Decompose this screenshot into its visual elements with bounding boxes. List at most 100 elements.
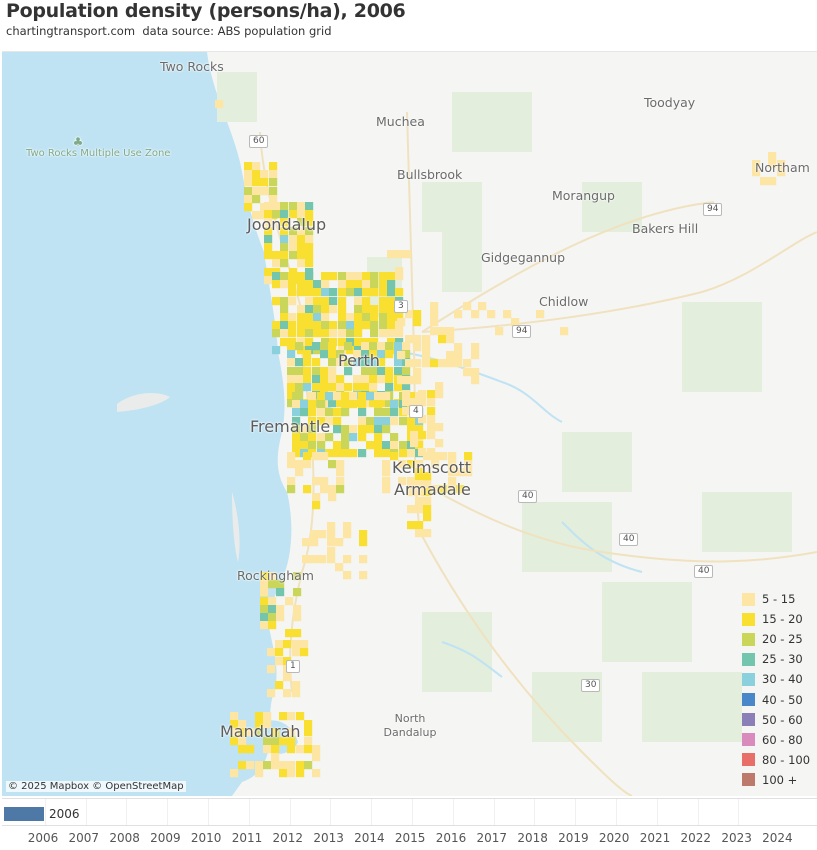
timeline-year-2009[interactable]: 2009 xyxy=(150,831,181,845)
timeline-divider xyxy=(697,799,699,825)
density-cell xyxy=(328,485,337,494)
year-timeline[interactable]: 2006 2006 2007 2008 2009 2010 2011 2012 2013 201… xyxy=(0,798,817,850)
density-cell xyxy=(267,665,276,674)
place-label-rockingham: Rockingham xyxy=(237,568,314,583)
density-cell xyxy=(255,761,264,770)
density-cell xyxy=(264,251,273,260)
density-cell xyxy=(238,737,247,746)
timeline-year-2014[interactable]: 2014 xyxy=(354,831,385,845)
density-cell xyxy=(305,297,314,306)
density-cell xyxy=(395,288,404,297)
density-cell xyxy=(293,613,302,622)
timeline-track[interactable]: 2006 xyxy=(2,798,817,826)
legend-item[interactable]: 100 + xyxy=(742,770,814,790)
timeline-year-2011[interactable]: 2011 xyxy=(231,831,263,845)
density-cell xyxy=(269,195,278,204)
density-cell xyxy=(374,400,383,409)
density-cell xyxy=(379,305,388,314)
density-cell xyxy=(377,342,386,351)
density-cell xyxy=(327,522,336,531)
legend-item[interactable]: 60 - 80 xyxy=(742,730,814,750)
density-cell xyxy=(454,343,463,352)
selected-year-bar[interactable] xyxy=(4,807,44,821)
density-cell xyxy=(297,218,306,227)
timeline-year-2023[interactable]: 2023 xyxy=(721,831,752,845)
legend-item[interactable]: 50 - 60 xyxy=(742,710,814,730)
density-cell xyxy=(279,712,288,721)
density-cell xyxy=(349,425,358,434)
density-cell xyxy=(427,407,436,416)
density-cell xyxy=(395,313,404,322)
legend-label: 100 + xyxy=(762,772,798,787)
density-cell xyxy=(402,398,411,407)
legend-item[interactable]: 25 - 30 xyxy=(742,649,814,669)
density-cell xyxy=(346,321,355,330)
timeline-year-2010[interactable]: 2010 xyxy=(190,831,222,845)
density-cell xyxy=(288,313,297,322)
timeline-year-2022[interactable]: 2022 xyxy=(680,831,712,845)
density-cell xyxy=(260,187,269,196)
density-cell xyxy=(260,605,269,614)
density-cell xyxy=(390,441,399,450)
legend-swatch xyxy=(742,652,755,666)
place-label-armadale: Armadale xyxy=(394,480,471,499)
legend-swatch xyxy=(742,672,755,686)
density-cell xyxy=(328,350,337,359)
density-cell xyxy=(297,210,306,219)
timeline-year-2018[interactable]: 2018 xyxy=(517,831,548,845)
density-cell xyxy=(312,358,321,367)
density-cell xyxy=(354,288,363,297)
density-cell xyxy=(244,162,253,171)
legend-item[interactable]: 80 - 100 xyxy=(742,750,814,770)
density-cell xyxy=(387,288,396,297)
timeline-year-2021[interactable]: 2021 xyxy=(639,831,671,845)
density-cell xyxy=(394,342,403,351)
map-view[interactable]: Two Rocks Muchea Toodyay Bullsbrook Nort… xyxy=(2,51,817,796)
legend-item[interactable]: 15 - 20 xyxy=(742,609,814,629)
timeline-divider xyxy=(656,799,658,825)
legend-item[interactable]: 30 - 40 xyxy=(742,669,814,689)
density-cell xyxy=(280,235,289,244)
density-cell xyxy=(297,243,306,252)
density-cell xyxy=(297,235,306,244)
timeline-year-2016[interactable]: 2016 xyxy=(435,831,467,845)
density-cell xyxy=(366,425,375,434)
density-cell xyxy=(305,259,314,268)
density-cell xyxy=(280,321,289,330)
timeline-year-2017[interactable]: 2017 xyxy=(476,831,508,845)
density-cell xyxy=(313,313,322,322)
density-cell xyxy=(415,497,424,506)
timeline-year-2020[interactable]: 2020 xyxy=(598,831,630,845)
timeline-year-2006[interactable]: 2006 xyxy=(27,831,59,845)
density-cell xyxy=(280,243,289,252)
legend-item[interactable]: 5 - 15 xyxy=(742,589,814,609)
timeline-year-2015[interactable]: 2015 xyxy=(394,831,426,845)
density-cell xyxy=(255,712,264,721)
density-cell xyxy=(268,580,277,589)
timeline-year-2013[interactable]: 2013 xyxy=(313,831,344,845)
timeline-year-2007[interactable]: 2007 xyxy=(68,831,100,845)
density-cell xyxy=(252,211,261,220)
density-cell xyxy=(320,452,329,461)
density-cell xyxy=(280,305,289,314)
timeline-year-2019[interactable]: 2019 xyxy=(558,831,589,845)
density-cell xyxy=(511,318,520,327)
density-cell xyxy=(358,449,367,458)
timeline-year-2012[interactable]: 2012 xyxy=(272,831,304,845)
legend-item[interactable]: 20 - 25 xyxy=(742,629,814,649)
density-cell xyxy=(263,712,272,721)
density-cell xyxy=(287,761,296,770)
density-cell xyxy=(413,359,422,368)
density-cell xyxy=(292,640,301,649)
density-cell xyxy=(271,761,280,770)
timeline-year-2008[interactable]: 2008 xyxy=(109,831,140,845)
legend-item[interactable]: 40 - 50 xyxy=(742,689,814,709)
map-attribution[interactable]: © 2025 Mapbox © OpenStreetMap xyxy=(6,781,186,792)
density-cell xyxy=(423,452,432,461)
timeline-year-2024[interactable]: 2024 xyxy=(762,831,793,845)
density-cell xyxy=(407,417,416,426)
density-cell xyxy=(336,399,345,408)
density-cell xyxy=(313,321,322,330)
density-cell xyxy=(263,720,272,729)
density-cell xyxy=(304,737,313,746)
